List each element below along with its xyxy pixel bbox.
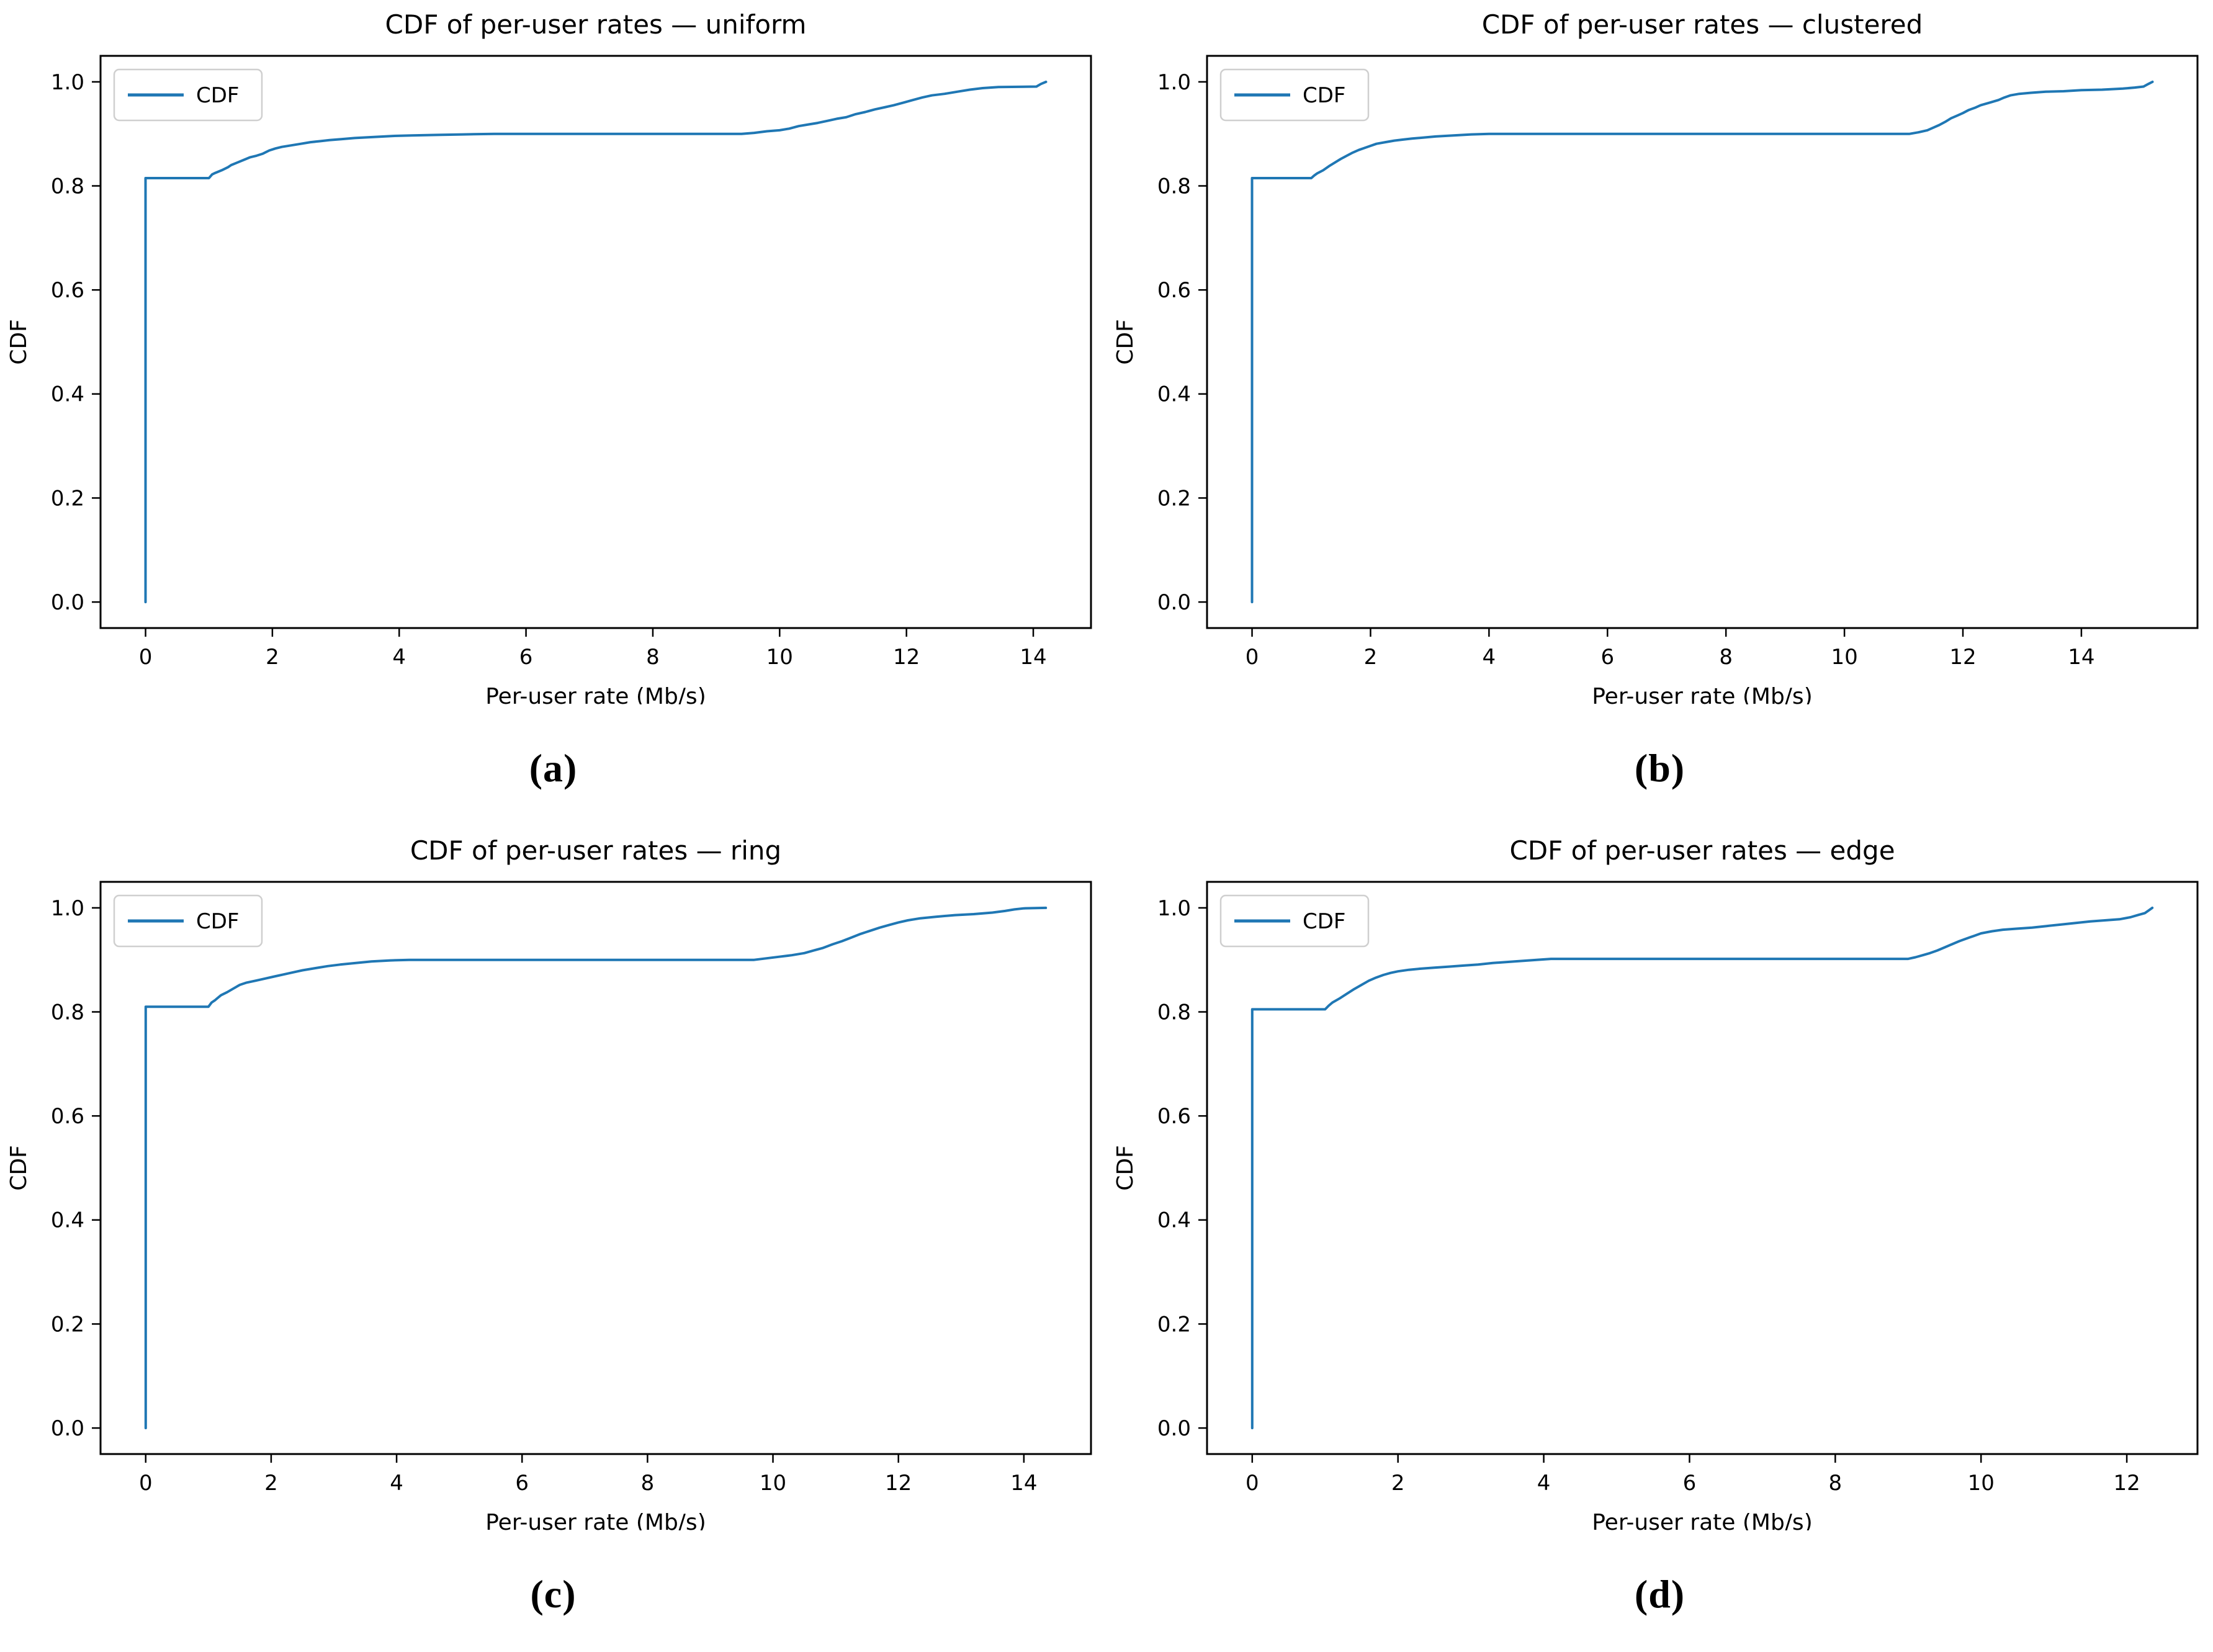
cdf-chart-uniform: CDF of per-user rates — uniform 0 2 4 6 8 10 12… [6,9,1092,704]
x-tick-label: 8 [641,1471,655,1496]
y-tick-label: 1.0 [51,70,84,95]
x-tick-label: 8 [1719,645,1733,670]
legend-label: CDF [196,909,239,934]
x-tick-label: 12 [1949,645,1976,670]
y-tick-label: 0.2 [51,486,84,511]
x-tick-label: 4 [1537,1471,1551,1496]
x-axis-label: Per-user rate (Mb/s) [485,1510,706,1530]
x-tick-label: 6 [515,1471,529,1496]
y-tick-label: 1.0 [1157,70,1191,95]
caption-a: (a) [529,746,578,790]
y-tick-label: 0.4 [51,382,84,407]
x-tick-label: 6 [1600,645,1614,670]
y-tick-label: 0.0 [1157,1416,1191,1441]
chart-title: CDF of per-user rates — uniform [385,9,807,40]
y-tick-label: 0.8 [51,174,84,199]
y-tick-label: 0.2 [1157,486,1191,511]
x-tick-label: 10 [1968,1471,1995,1496]
cdf-chart-edge: CDF of per-user rates — edge 0 2 4 6 8 10 12 0.0… [1113,835,2199,1530]
y-tick-label: 1.0 [1157,896,1191,921]
x-axis-label: Per-user rate (Mb/s) [1592,1510,1812,1530]
x-tick-label: 14 [2068,645,2094,670]
caption-b: (b) [1634,746,1686,790]
x-tick-label: 6 [1683,1471,1697,1496]
panel-c: CDF of per-user rates — ring 0 2 4 6 8 10 12 14 0… [0,826,1106,1652]
y-axis-label: CDF [1113,319,1138,365]
y-tick-label: 0.6 [1157,278,1191,303]
y-tick-label: 1.0 [51,896,84,921]
axes-spines [99,881,1092,1455]
legend-box [113,68,263,122]
panel-a: CDF of per-user rates — uniform 0 2 4 6 8 10 12… [0,0,1106,826]
legend-label: CDF [1303,909,1345,934]
x-tick-label: 14 [1010,1471,1037,1496]
cdf-curve [1250,80,2154,604]
legend-label: CDF [196,83,239,108]
y-tick-label: 0.4 [1157,1208,1191,1233]
caption-c: (c) [530,1572,577,1616]
y-axis-label: CDF [6,1145,32,1191]
legend-label: CDF [1303,83,1345,108]
x-tick-label: 12 [2113,1471,2140,1496]
y-tick-label: 0.6 [51,278,84,303]
y-tick-label: 0.2 [51,1312,84,1337]
axes-spines [1206,55,2199,629]
cdf-curve [1250,906,2154,1430]
x-tick-label: 8 [646,645,660,670]
x-axis-label: Per-user rate (Mb/s) [485,684,706,704]
x-axis-label: Per-user rate (Mb/s) [1592,684,1812,704]
legend-box [113,894,263,948]
x-tick-label: 6 [519,645,533,670]
y-tick-label: 0.0 [51,1416,84,1441]
x-tick-label: 12 [885,1471,912,1496]
x-tick-label: 0 [1246,645,1259,670]
x-tick-label: 12 [893,645,920,670]
cdf-curve [144,80,1048,604]
chart-title: CDF of per-user rates — edge [1509,835,1895,866]
y-tick-label: 0.4 [51,1208,84,1233]
cdf-chart-ring: CDF of per-user rates — ring 0 2 4 6 8 10 12 14 0… [6,835,1092,1530]
cdf-curve [144,906,1048,1430]
cdf-chart-clustered: CDF of per-user rates — clustered 0 2 4 6 8 10… [1113,9,2199,704]
y-tick-label: 0.6 [51,1104,84,1129]
x-tick-label: 2 [264,1471,278,1496]
x-tick-label: 2 [1364,645,1378,670]
x-tick-label: 14 [1020,645,1046,670]
y-axis-label: CDF [1113,1145,1138,1191]
y-tick-label: 0.8 [1157,1000,1191,1025]
x-tick-label: 0 [1246,1471,1259,1496]
y-tick-label: 0.8 [51,1000,84,1025]
x-tick-label: 4 [392,645,406,670]
x-tick-label: 10 [1831,645,1857,670]
y-tick-label: 0.8 [1157,174,1191,199]
x-tick-label: 4 [1483,645,1496,670]
axes-spines [1206,881,2199,1455]
y-axis-label: CDF [6,319,32,365]
y-tick-label: 0.4 [1157,382,1191,407]
y-tick-label: 0.6 [1157,1104,1191,1129]
panel-d: CDF of per-user rates — edge 0 2 4 6 8 10 12 0.0… [1106,826,2213,1652]
x-tick-label: 4 [390,1471,403,1496]
x-tick-label: 2 [266,645,279,670]
x-tick-label: 10 [760,1471,786,1496]
axes-spines [99,55,1092,629]
x-tick-label: 0 [139,645,153,670]
y-tick-label: 0.0 [51,590,84,615]
x-tick-label: 10 [766,645,793,670]
x-tick-label: 8 [1829,1471,1843,1496]
panel-b: CDF of per-user rates — clustered 0 2 4 6 8 10… [1106,0,2213,826]
x-tick-label: 2 [1391,1471,1405,1496]
chart-title: CDF of per-user rates — ring [410,835,781,866]
legend-box [1219,894,1370,948]
caption-d: (d) [1634,1572,1686,1616]
x-tick-label: 0 [139,1471,153,1496]
y-tick-label: 0.2 [1157,1312,1191,1337]
chart-title: CDF of per-user rates — clustered [1482,9,1923,40]
legend-box [1219,68,1370,122]
y-tick-label: 0.0 [1157,590,1191,615]
